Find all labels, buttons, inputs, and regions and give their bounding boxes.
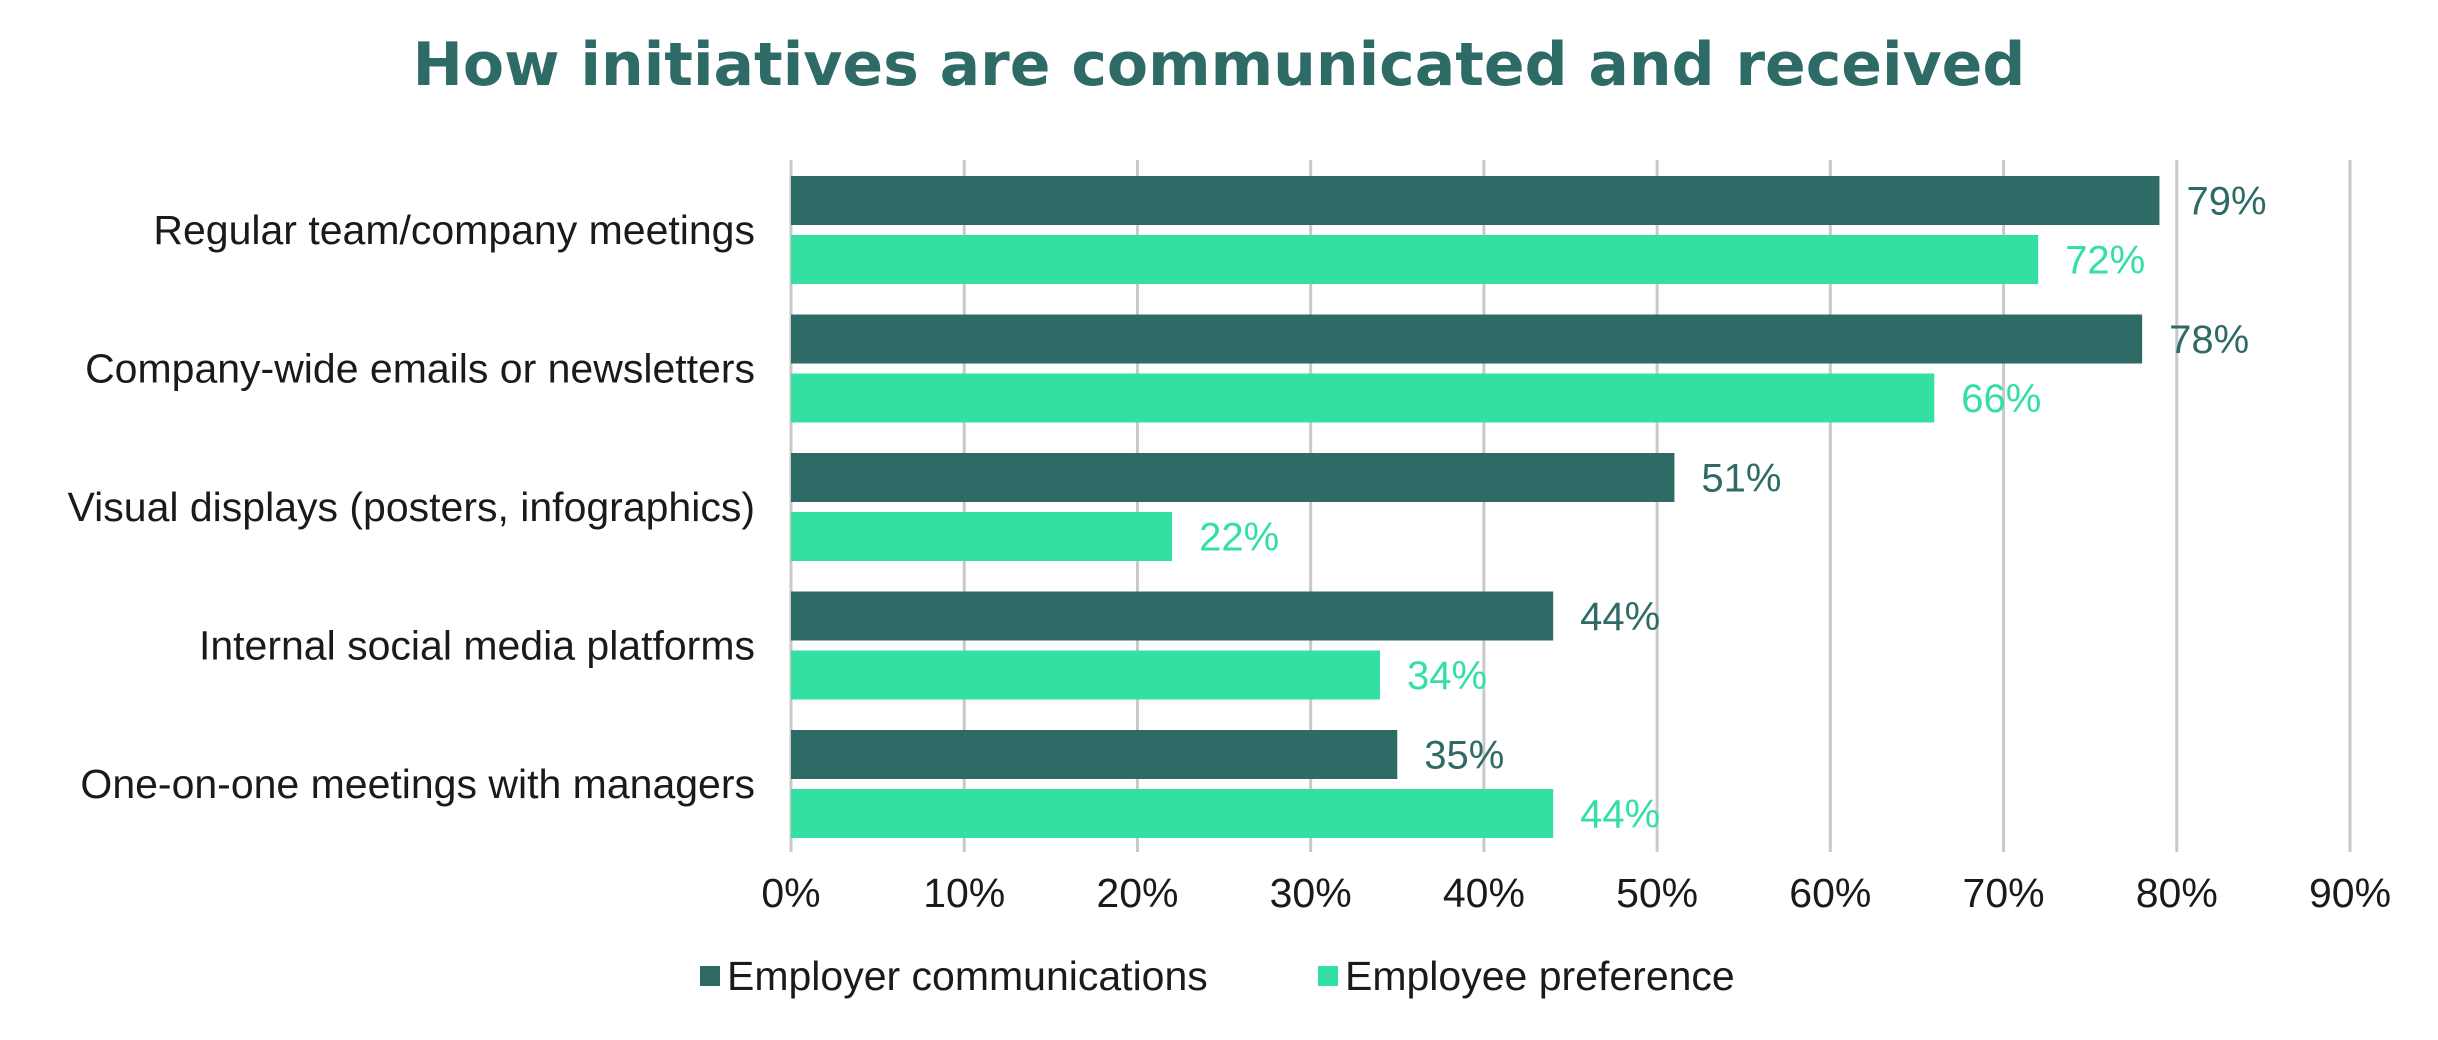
data-label: 66% (1961, 377, 2041, 421)
data-label: 34% (1407, 654, 1487, 698)
bar (791, 373, 1935, 423)
category-label: Company-wide emails or newsletters (85, 346, 755, 392)
x-tick-label: 30% (1270, 870, 1352, 916)
bar (791, 591, 1554, 641)
x-tick-label: 0% (761, 870, 820, 916)
bar (791, 650, 1380, 700)
x-tick-label: 80% (2136, 870, 2218, 916)
bar (791, 512, 1173, 561)
legend-swatch (700, 966, 720, 986)
x-tick-label: 10% (923, 870, 1005, 916)
bar (791, 453, 1675, 502)
bar (791, 314, 2143, 364)
x-tick-label: 70% (1963, 870, 2045, 916)
x-tick-label: 20% (1096, 870, 1178, 916)
x-tick-label: 90% (2309, 870, 2391, 916)
x-tick-label: 40% (1443, 870, 1525, 916)
bar (791, 235, 2039, 284)
bar (791, 730, 1398, 779)
category-label: One-on-one meetings with managers (80, 761, 755, 807)
x-tick-label: 50% (1616, 870, 1698, 916)
data-label: 79% (2186, 180, 2266, 224)
data-label: 51% (1701, 457, 1781, 501)
legend-swatch (1318, 966, 1338, 986)
bar (791, 789, 1554, 838)
bars (791, 176, 2160, 838)
data-label: 78% (2169, 318, 2249, 362)
bar (791, 176, 2160, 225)
legend: Employer communications Employee preferen… (700, 953, 1735, 999)
data-label: 44% (1580, 793, 1660, 837)
chart-title: How initiatives are communicated and rec… (413, 30, 2026, 100)
x-tick-label: 60% (1789, 870, 1871, 916)
category-label: Regular team/company meetings (153, 207, 755, 253)
data-label: 72% (2065, 239, 2145, 283)
data-label: 35% (1424, 734, 1504, 778)
labels: 0% 10% 20% 30% 40% 50% 60% 70% 80% 90% Regular tea… (68, 180, 2391, 917)
data-label: 44% (1580, 595, 1660, 639)
category-label: Visual displays (posters, infographics) (68, 484, 755, 530)
legend-label: Employer communications (727, 953, 1208, 999)
legend-label: Employee preference (1345, 953, 1735, 999)
data-label: 22% (1199, 516, 1279, 560)
category-label: Internal social media platforms (199, 623, 755, 669)
